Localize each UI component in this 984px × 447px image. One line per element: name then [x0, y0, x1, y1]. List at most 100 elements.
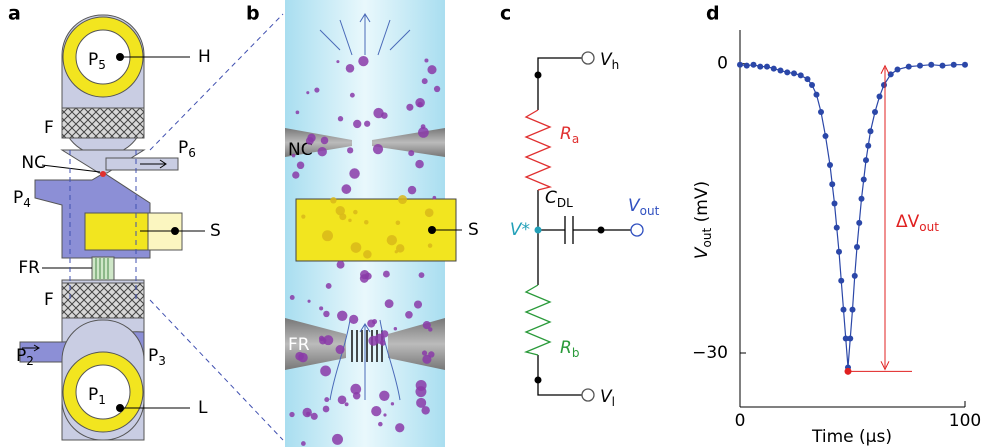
- particle: [416, 380, 427, 391]
- data-point: [832, 201, 838, 207]
- particle: [381, 330, 388, 337]
- label: S: [210, 221, 221, 241]
- node: [535, 377, 542, 384]
- particle: [292, 171, 299, 178]
- panel-letter: d: [706, 3, 720, 25]
- highlight-point: [845, 368, 852, 375]
- label-sub: out: [919, 220, 939, 234]
- filter: [62, 108, 144, 138]
- particle: [383, 413, 386, 416]
- particle: [419, 272, 425, 278]
- data-point: [771, 66, 777, 72]
- data-point: [865, 143, 871, 149]
- x-tick-label: 100: [949, 411, 981, 431]
- data-point: [834, 225, 840, 231]
- y-tick-label: −30: [692, 343, 728, 363]
- panel-a: a P5 H F P6 NC P4 S FR F P2 P3 P1 L: [8, 3, 283, 441]
- particle: [373, 108, 383, 118]
- label-main: R: [560, 124, 572, 144]
- particle: [364, 121, 370, 127]
- particle: [408, 186, 416, 194]
- particle: [318, 147, 327, 156]
- particle: [290, 295, 295, 300]
- data-point: [861, 176, 867, 182]
- panel-letter: b: [246, 3, 260, 25]
- particle: [387, 235, 397, 245]
- label-sub: 2: [26, 354, 34, 368]
- particle: [379, 391, 389, 401]
- terminal: [582, 389, 594, 401]
- panel-b: b NC S FR: [246, 0, 479, 447]
- particle: [421, 406, 429, 414]
- label-main: P: [16, 346, 26, 366]
- particle: [338, 395, 347, 404]
- particle: [396, 244, 405, 253]
- label-main: R: [560, 338, 572, 358]
- label-main: P: [88, 50, 98, 70]
- label: Ra: [560, 124, 579, 146]
- dot: [117, 54, 124, 61]
- data-point: [841, 307, 847, 313]
- particle: [428, 243, 432, 247]
- node: [598, 227, 605, 234]
- data-point: [850, 307, 856, 313]
- particle: [303, 408, 312, 417]
- data-point: [872, 109, 878, 115]
- label-sub: out: [640, 204, 660, 218]
- particle: [338, 116, 343, 121]
- particle: [320, 366, 331, 377]
- label-sub: out: [700, 227, 714, 247]
- data-point: [859, 196, 865, 202]
- particle: [363, 250, 372, 259]
- label-sub: 3: [158, 354, 166, 368]
- particle: [301, 215, 305, 219]
- label-main: P: [13, 188, 23, 208]
- particle: [433, 196, 437, 200]
- filter-region: [92, 257, 114, 280]
- data-point: [737, 62, 743, 68]
- particle: [314, 87, 319, 92]
- zoom-line: [150, 14, 283, 150]
- particle: [330, 197, 336, 203]
- data-point: [906, 64, 912, 70]
- label-main: P: [178, 138, 188, 158]
- data-point: [814, 92, 820, 98]
- particle: [306, 91, 309, 94]
- particle: [360, 274, 369, 283]
- particle: [417, 102, 422, 107]
- dot: [428, 226, 436, 234]
- label: Vh: [600, 50, 619, 72]
- data-point: [798, 72, 804, 78]
- label-sub: DL: [557, 196, 573, 210]
- particle: [422, 355, 431, 364]
- particle: [336, 60, 339, 63]
- particle: [391, 402, 394, 405]
- label: P3: [148, 346, 166, 368]
- label-sub: 1: [98, 393, 106, 407]
- zoom-line: [150, 300, 283, 440]
- y-axis-label: Vout (mV): [692, 181, 714, 259]
- annotation: ΔVout: [896, 212, 939, 234]
- particle: [324, 397, 329, 402]
- particle: [289, 412, 294, 417]
- label-sub: a: [572, 132, 579, 146]
- particle: [422, 78, 428, 84]
- particle: [298, 353, 308, 363]
- data-point: [847, 336, 853, 342]
- label-main: C: [545, 188, 557, 208]
- particle: [434, 86, 440, 92]
- particle: [364, 220, 369, 225]
- particle: [297, 162, 304, 169]
- particle: [351, 242, 362, 253]
- particle: [395, 423, 404, 432]
- label: F: [44, 118, 54, 138]
- label: Vout: [628, 196, 660, 218]
- particle: [398, 195, 407, 204]
- particle: [425, 208, 434, 217]
- label-rest: (mV): [692, 181, 712, 228]
- label: Vl: [600, 387, 615, 409]
- data-point: [818, 109, 824, 115]
- data-point: [823, 133, 829, 139]
- capacitor: [538, 216, 631, 244]
- node: [535, 72, 542, 79]
